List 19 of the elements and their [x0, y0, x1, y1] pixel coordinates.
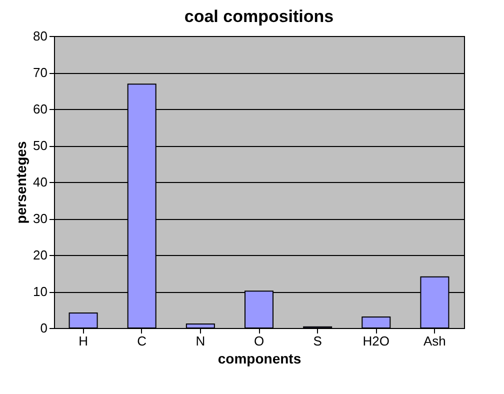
y-tick-label: 60: [33, 102, 48, 116]
y-tick-label: 20: [33, 248, 48, 262]
x-tick-label: Ash: [424, 334, 446, 348]
y-tick-label: 30: [33, 211, 48, 226]
y-axis-title: persenteges: [13, 141, 30, 224]
x-tick-label: H: [78, 334, 88, 348]
y-tick-label: 80: [33, 28, 48, 44]
y-tick-label: 10: [33, 284, 48, 299]
y-tick-label: 40: [33, 174, 48, 190]
chart-title: coal compositions: [184, 7, 334, 26]
x-tick-label: O: [254, 334, 264, 348]
y-tick-label: 0: [40, 320, 48, 336]
y-tick-label: 50: [33, 138, 48, 153]
x-tick-label: S: [313, 334, 322, 348]
y-tick-label: 70: [33, 65, 48, 80]
x-tick-label: C: [137, 334, 147, 348]
x-tick-label: N: [196, 334, 206, 348]
x-tick-label: H2O: [362, 334, 390, 348]
x-axis-title: components: [218, 350, 302, 366]
